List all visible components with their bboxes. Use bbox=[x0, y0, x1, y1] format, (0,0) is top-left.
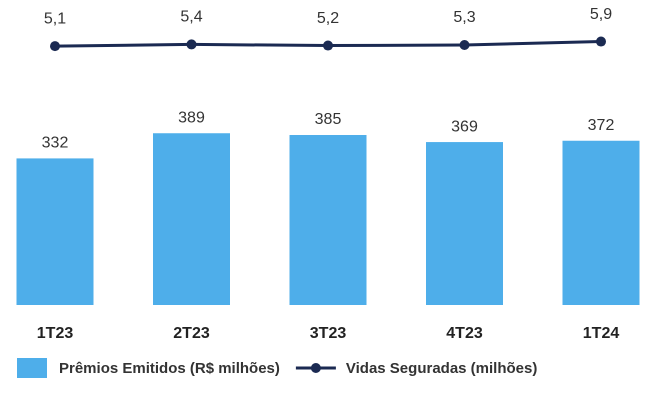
line-point bbox=[50, 41, 60, 52]
bar-value-label: 385 bbox=[315, 111, 342, 128]
line-point bbox=[596, 36, 606, 47]
legend-label: Prêmios Emitidos (R$ milhões) bbox=[59, 360, 280, 377]
bar bbox=[426, 142, 503, 305]
legend-label: Vidas Seguradas (milhões) bbox=[346, 360, 537, 377]
line-value-label: 5,4 bbox=[180, 9, 202, 26]
bar-value-label: 332 bbox=[42, 135, 69, 152]
legend-swatch bbox=[17, 358, 47, 378]
bar bbox=[16, 158, 94, 305]
line-point bbox=[323, 40, 333, 51]
bar-value-label: 389 bbox=[178, 109, 205, 126]
line-point bbox=[459, 39, 470, 50]
line-point bbox=[186, 39, 197, 50]
bar bbox=[289, 135, 367, 305]
legend-swatch-point bbox=[310, 363, 321, 373]
x-tick-label: 1T23 bbox=[37, 325, 74, 342]
line-value-label: 5,3 bbox=[453, 9, 475, 26]
x-tick-label: 4T23 bbox=[446, 325, 483, 342]
bar bbox=[562, 140, 640, 305]
bar-value-label: 369 bbox=[451, 118, 478, 135]
line-value-label: 5,9 bbox=[590, 6, 612, 23]
bar-value-label: 372 bbox=[588, 117, 615, 134]
line-value-label: 5,2 bbox=[317, 10, 339, 27]
line-value-label: 5,1 bbox=[44, 10, 66, 27]
x-tick-label: 2T23 bbox=[173, 325, 210, 342]
x-tick-label: 1T24 bbox=[583, 325, 620, 342]
x-tick-label: 3T23 bbox=[310, 325, 347, 342]
bar bbox=[153, 133, 230, 305]
